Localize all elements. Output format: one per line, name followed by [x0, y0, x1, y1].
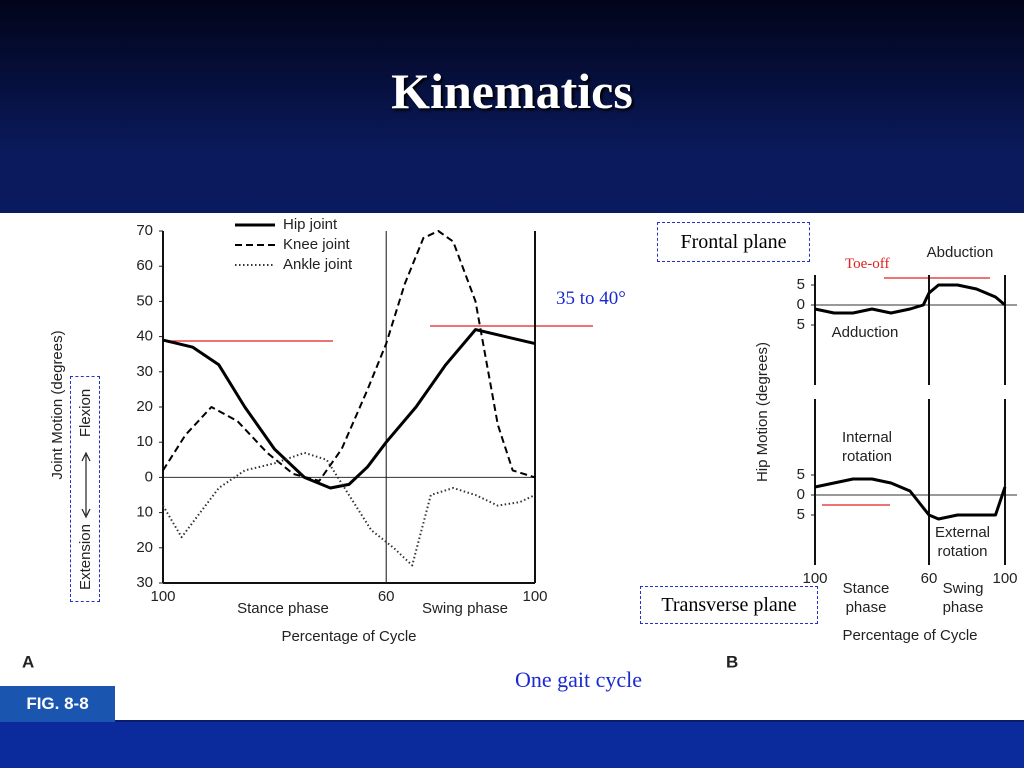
annotation-box: Transverse plane: [640, 586, 818, 624]
y-tick-label: 5: [797, 506, 805, 523]
figure-label: FIG. 8-8: [0, 686, 115, 722]
legend-label: Hip joint: [283, 216, 338, 233]
annotation-label: External rotation: [934, 524, 991, 560]
x-tick-label: 100: [522, 588, 547, 605]
figure-panel: [0, 213, 1024, 720]
y-tick-label: 30: [136, 363, 153, 380]
y-tick-label: 20: [136, 539, 153, 556]
x-tick-label: 60: [921, 570, 938, 587]
y-tick-label: 10: [136, 504, 153, 521]
legend-label: Knee joint: [283, 236, 351, 253]
x-tick-label: 60: [378, 588, 395, 605]
annotation: Toe-off: [845, 256, 890, 272]
panel-label: B: [726, 652, 738, 671]
phase-label: Stance phase: [237, 600, 329, 617]
phase-label: Swing phase: [422, 600, 508, 617]
direction-arrow: [81, 451, 91, 519]
footer-band: [0, 722, 1024, 768]
y-tick-label: 50: [136, 292, 153, 309]
x-axis-label: Percentage of Cycle: [281, 628, 416, 645]
direction-label: Extension: [77, 524, 94, 590]
y-tick-label: 5: [797, 276, 805, 293]
y-tick-label: 40: [136, 328, 153, 345]
x-tick-label: 100: [992, 570, 1017, 587]
legend-label: Ankle joint: [283, 256, 353, 273]
annotation-label: Abduction: [927, 244, 994, 261]
y-axis-label: Hip Motion (degrees): [754, 342, 771, 482]
phase-label: Stance phase: [842, 580, 890, 616]
x-tick-label: 100: [802, 570, 827, 587]
y-tick-label: 10: [136, 433, 153, 450]
x-tick-label: 100: [150, 588, 175, 605]
series-line: [162, 451, 536, 567]
panel-label: A: [22, 652, 34, 671]
series-line: [814, 477, 1007, 521]
slide-title: Kinematics: [391, 63, 633, 119]
y-tick-label: 0: [145, 468, 153, 485]
phase-label: Swing phase: [942, 580, 984, 616]
annotation: One gait cycle: [515, 667, 643, 692]
x-axis-label: Percentage of Cycle: [842, 627, 977, 644]
y-tick-label: 60: [136, 257, 153, 274]
direction-box: [70, 376, 100, 602]
series-line: [162, 230, 536, 482]
y-tick-label: 0: [797, 296, 805, 313]
series-line: [162, 328, 536, 490]
annotation-label: Adduction: [832, 324, 899, 341]
y-tick-label: 70: [136, 222, 153, 239]
y-axis-label: Joint Motion (degrees): [49, 330, 66, 479]
series-line: [814, 283, 1006, 315]
annotation-label: Internal rotation: [841, 429, 893, 465]
y-tick-label: 0: [797, 486, 805, 503]
y-tick-label: 5: [797, 316, 805, 333]
y-tick-label: 30: [136, 574, 153, 591]
annotation-box: Frontal plane: [657, 222, 810, 262]
direction-label: Flexion: [77, 389, 94, 437]
annotation: 35 to 40°: [556, 288, 626, 309]
y-tick-label: 5: [797, 466, 805, 483]
y-tick-label: 20: [136, 398, 153, 415]
